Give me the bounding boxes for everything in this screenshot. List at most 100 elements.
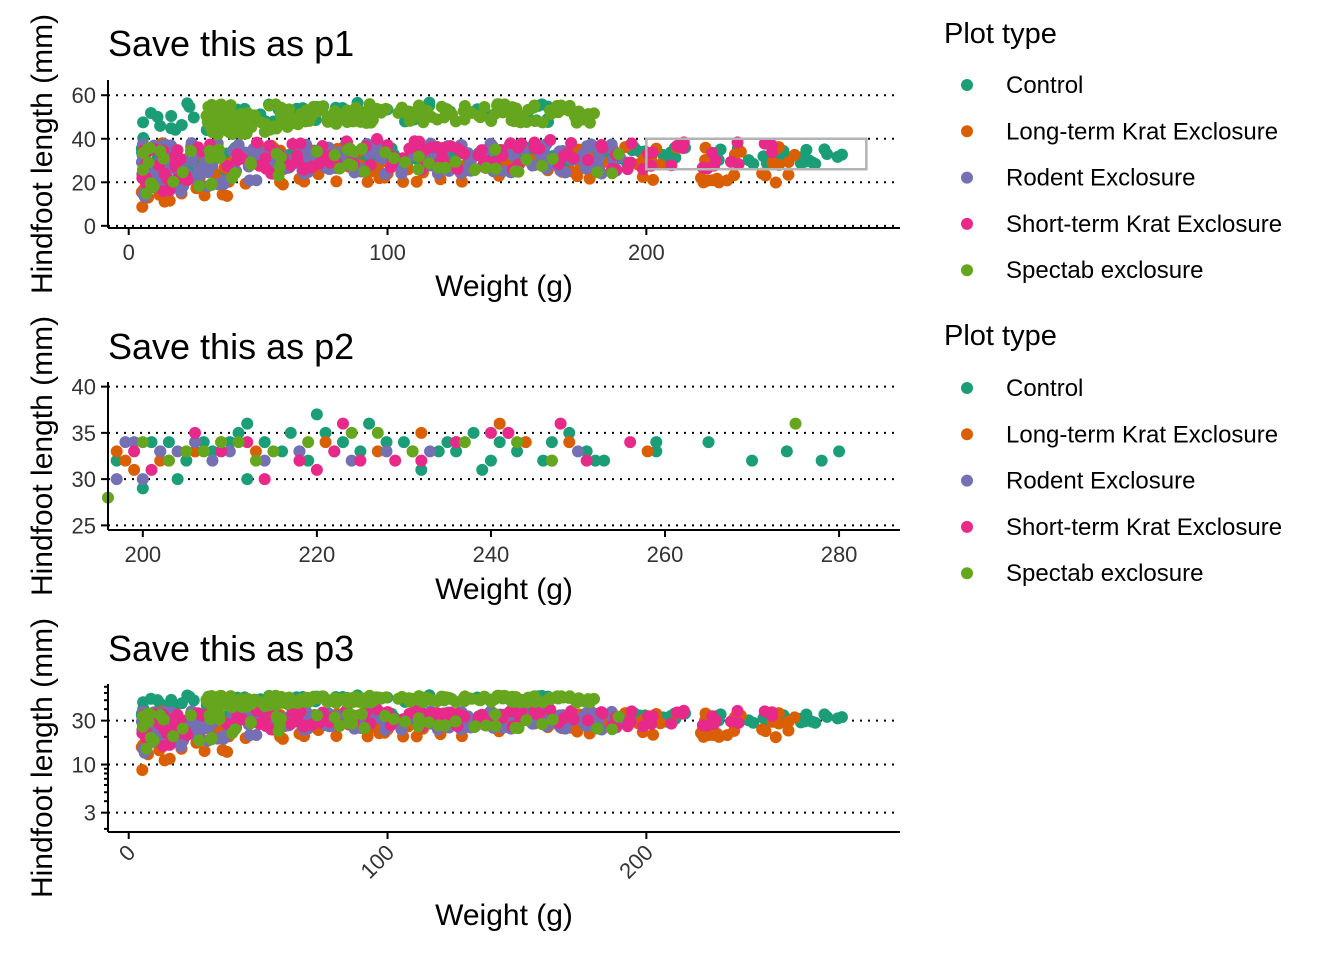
p1-point: [724, 155, 737, 168]
p1-title: Save this as p1: [108, 23, 354, 64]
p2-point: [110, 454, 123, 467]
p1-point: [222, 107, 235, 120]
p2-point: [197, 436, 210, 449]
p1-point: [201, 116, 214, 129]
p1-point: [204, 151, 217, 164]
p3-x-tick-label: 200: [614, 840, 658, 884]
p1-point: [694, 171, 707, 184]
p1-point: [605, 138, 618, 151]
p1-point: [331, 113, 344, 126]
p1-point: [361, 175, 374, 188]
p1-y-tick-label: 40: [72, 127, 96, 152]
p2-point: [145, 436, 158, 449]
p1-point: [276, 104, 289, 117]
p1-point: [305, 110, 318, 123]
p1-point: [140, 187, 153, 200]
p2-point: [128, 445, 141, 458]
p2-point: [223, 436, 236, 449]
p1-point: [245, 121, 258, 134]
p1-point: [676, 142, 689, 155]
p3-point: [346, 717, 359, 730]
p3-point: [184, 709, 197, 722]
p1-point: [612, 147, 625, 160]
p1-point: [231, 154, 244, 167]
p2-point: [197, 445, 210, 458]
p3-point: [731, 704, 744, 717]
p2-point: [249, 454, 262, 467]
p1-point: [527, 101, 540, 114]
p2-point: [276, 445, 289, 458]
p2-x-tick-label: 280: [821, 542, 858, 567]
p2-point: [206, 454, 219, 467]
p1-point: [520, 116, 533, 129]
p1-point: [544, 104, 557, 117]
p2-point: [563, 426, 576, 439]
p2-point: [511, 436, 524, 449]
p3-point: [621, 720, 634, 733]
p1-point: [274, 150, 287, 163]
p1-point: [158, 195, 171, 208]
p3-point: [528, 704, 541, 717]
p1-point: [221, 160, 234, 173]
p1-point: [769, 176, 782, 189]
p2-point: [171, 473, 184, 486]
p2-x-tick-label: 260: [647, 542, 684, 567]
p1-point: [480, 161, 493, 174]
p1-point: [496, 106, 509, 119]
legend-key-2: [961, 474, 973, 487]
p1-point: [565, 136, 578, 149]
p3-point: [417, 691, 430, 704]
p2-point: [189, 445, 202, 458]
p1-point: [412, 150, 425, 163]
legend-label-4: Spectab exclosure: [1006, 257, 1203, 284]
legend-key-2: [961, 171, 973, 184]
p3-point: [207, 693, 220, 706]
p2-point: [241, 417, 254, 430]
p3-point: [489, 720, 502, 733]
p2-point: [511, 445, 524, 458]
p3-point: [606, 723, 619, 736]
p2-point: [345, 426, 358, 439]
p2-point: [650, 436, 663, 449]
p1-point: [260, 162, 273, 175]
p3-point: [818, 708, 831, 721]
p2-point: [180, 454, 193, 467]
p3-point: [759, 725, 772, 738]
legend-1-items: Control Long-term Krat Exclosure Rodent Ex…: [961, 72, 1282, 284]
p2-point: [302, 436, 315, 449]
p1-point: [193, 180, 206, 193]
p1-point: [413, 135, 426, 148]
p2-point: [545, 436, 558, 449]
p1-y-tick-label: 20: [72, 170, 96, 195]
p1-point: [472, 109, 485, 122]
p2-point: [380, 436, 393, 449]
p2-point: [389, 454, 402, 467]
p3-title: Save this as p3: [108, 628, 354, 669]
p2-point: [354, 454, 367, 467]
p2-x-ticks: 200 220 240 260 280: [124, 530, 857, 567]
legend-label-0: Control: [1006, 72, 1083, 99]
p2-point: [537, 454, 550, 467]
p2-point: [432, 445, 445, 458]
p1-point: [387, 152, 400, 165]
p3-point: [625, 705, 638, 718]
p3-point: [276, 696, 289, 709]
p1-point: [647, 173, 660, 186]
legend-key-1: [961, 125, 973, 138]
p3-point: [198, 745, 211, 758]
p1-x-axis-title: Weight (g): [435, 270, 573, 303]
p2-point: [189, 426, 202, 439]
p2-point: [145, 463, 158, 476]
p3-point: [137, 696, 150, 709]
p2-point: [180, 445, 193, 458]
p2-point: [284, 426, 297, 439]
p3-point: [315, 690, 328, 703]
legend-2-title: Plot type: [944, 320, 1057, 352]
p1-point: [352, 114, 365, 127]
p3-point: [165, 693, 178, 706]
p3-point: [167, 730, 180, 743]
p1-point: [154, 119, 167, 132]
p3-x-ticks: 0 100 200: [114, 832, 658, 883]
p1-point: [384, 161, 397, 174]
p3-point: [557, 691, 570, 704]
